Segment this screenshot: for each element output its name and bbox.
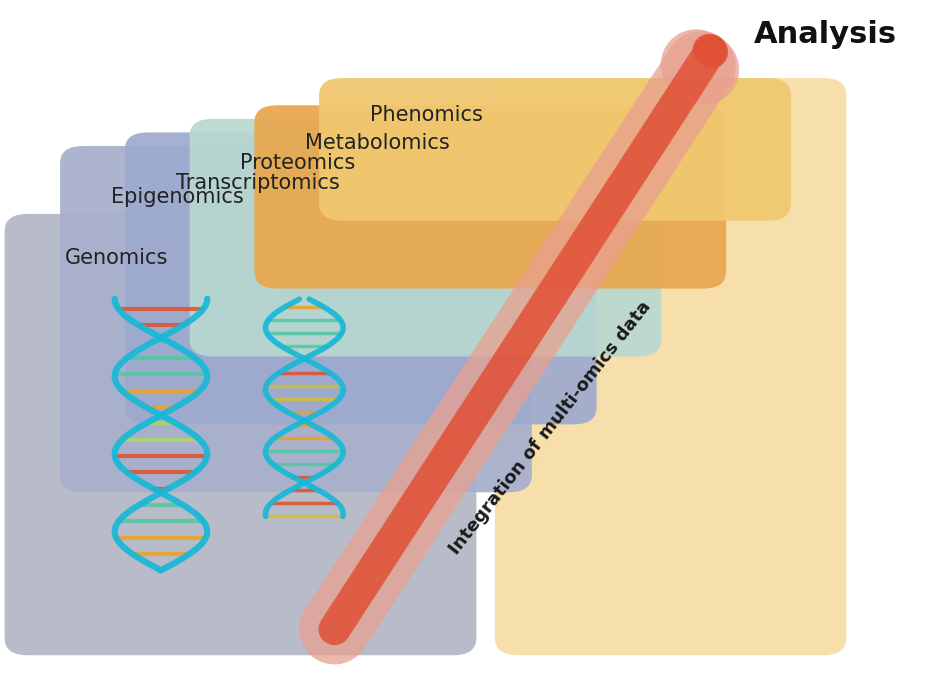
FancyBboxPatch shape bbox=[495, 78, 846, 655]
FancyBboxPatch shape bbox=[5, 214, 476, 655]
Text: Proteomics: Proteomics bbox=[240, 153, 356, 173]
Text: Integration of multi-omics data: Integration of multi-omics data bbox=[446, 297, 655, 558]
FancyBboxPatch shape bbox=[190, 119, 661, 356]
Text: Epigenomics: Epigenomics bbox=[111, 187, 244, 207]
FancyBboxPatch shape bbox=[254, 105, 726, 289]
Text: Phenomics: Phenomics bbox=[370, 105, 483, 126]
FancyBboxPatch shape bbox=[125, 132, 597, 424]
FancyBboxPatch shape bbox=[319, 78, 791, 221]
Text: Metabolomics: Metabolomics bbox=[305, 132, 450, 153]
FancyBboxPatch shape bbox=[60, 146, 532, 492]
Text: Transcriptomics: Transcriptomics bbox=[176, 173, 339, 194]
Text: Genomics: Genomics bbox=[65, 248, 168, 268]
Text: Analysis: Analysis bbox=[754, 20, 897, 50]
